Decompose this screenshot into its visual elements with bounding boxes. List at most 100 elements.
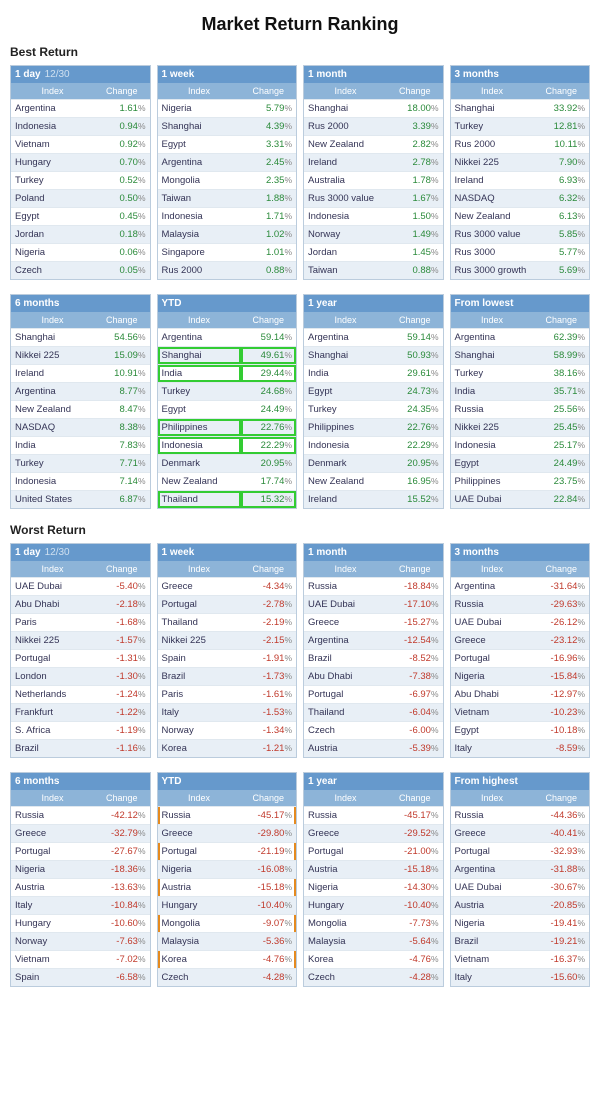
percent-sign: % xyxy=(431,211,439,221)
percent-sign: % xyxy=(431,175,439,185)
column-header: Index xyxy=(304,561,387,578)
change-cell: 58.99% xyxy=(534,347,589,365)
change-cell: 5.85% xyxy=(534,226,589,244)
index-cell: Greece xyxy=(451,632,534,650)
table-row: Ireland6.93% xyxy=(451,172,590,190)
index-cell: India xyxy=(11,437,94,455)
percent-sign: % xyxy=(577,743,585,753)
percent-sign: % xyxy=(284,121,292,131)
change-cell: -2.18% xyxy=(94,596,149,614)
column-header: Change xyxy=(94,790,149,807)
percent-sign: % xyxy=(431,810,439,820)
change-cell: 0.50% xyxy=(94,190,149,208)
percent-sign: % xyxy=(138,193,146,203)
change-cell: 8.77% xyxy=(94,383,149,401)
index-cell: Greece xyxy=(304,825,387,843)
table-row: Austria-15.18% xyxy=(158,879,297,897)
index-cell: Indonesia xyxy=(158,208,241,226)
table-row: Austria-13.63% xyxy=(11,879,150,897)
change-cell: -12.54% xyxy=(387,632,442,650)
table-row: Argentina-12.54% xyxy=(304,632,443,650)
table-row: Russia-45.17% xyxy=(158,807,297,825)
change-cell: -7.38% xyxy=(387,668,442,686)
table-row: Portugal-1.31% xyxy=(11,650,150,668)
percent-sign: % xyxy=(431,689,439,699)
index-cell: Egypt xyxy=(451,722,534,740)
table-row: Russia-18.84% xyxy=(304,578,443,596)
index-cell: New Zealand xyxy=(304,136,387,154)
change-cell: -42.12% xyxy=(94,807,149,825)
table-row: Italy-8.59% xyxy=(451,740,590,758)
percent-sign: % xyxy=(431,936,439,946)
index-cell: Turkey xyxy=(11,455,94,473)
change-cell: -14.30% xyxy=(387,879,442,897)
table-row: Nigeria5.79% xyxy=(158,100,297,118)
column-header: Change xyxy=(387,561,442,578)
percent-sign: % xyxy=(431,494,439,504)
percent-sign: % xyxy=(577,494,585,504)
ranking-table: IndexChangeArgentina-31.64%Russia-29.63%… xyxy=(451,561,590,757)
table-row: Netherlands-1.24% xyxy=(11,686,150,704)
index-cell: Russia xyxy=(158,807,241,825)
change-cell: -8.52% xyxy=(387,650,442,668)
index-cell: Rus 2000 xyxy=(304,118,387,136)
table-row: Mongolia-9.07% xyxy=(158,915,297,933)
table-row: Argentina8.77% xyxy=(11,383,150,401)
change-cell: -18.36% xyxy=(94,861,149,879)
change-cell: 1.71% xyxy=(241,208,296,226)
index-cell: Austria xyxy=(158,879,241,897)
ranking-table: IndexChangeRussia-44.36%Greece-40.41%Por… xyxy=(451,790,590,986)
table-row: Egypt24.49% xyxy=(158,401,297,419)
percent-sign: % xyxy=(138,900,146,910)
change-cell: 62.39% xyxy=(534,329,589,347)
index-cell: Argentina xyxy=(11,100,94,118)
table-row: Argentina59.14% xyxy=(158,329,297,347)
ranking-panel: 6 monthsIndexChangeShanghai54.56%Nikkei … xyxy=(10,294,151,509)
percent-sign: % xyxy=(577,954,585,964)
index-cell: India xyxy=(304,365,387,383)
ranking-table: IndexChangeNigeria5.79%Shanghai4.39%Egyp… xyxy=(158,83,297,279)
percent-sign: % xyxy=(284,386,292,396)
index-cell: UAE Dubai xyxy=(451,491,534,509)
index-cell: Austria xyxy=(304,861,387,879)
table-row: NASDAQ6.32% xyxy=(451,190,590,208)
ranking-panel: 1 day12/30IndexChangeArgentina1.61%Indon… xyxy=(10,65,151,280)
index-cell: Indonesia xyxy=(11,473,94,491)
table-row: Indonesia22.29% xyxy=(304,437,443,455)
percent-sign: % xyxy=(431,617,439,627)
percent-sign: % xyxy=(284,157,292,167)
percent-sign: % xyxy=(138,725,146,735)
ranking-panel: From highestIndexChangeRussia-44.36%Gree… xyxy=(450,772,591,987)
index-cell: Rus 3000 xyxy=(451,244,534,262)
index-cell: Hungary xyxy=(11,915,94,933)
table-row: Indonesia22.29% xyxy=(158,437,297,455)
ranking-table: IndexChangeRussia-42.12%Greece-32.79%Por… xyxy=(11,790,150,986)
table-row: Rus 200010.11% xyxy=(451,136,590,154)
panel-date: 12/30 xyxy=(45,69,70,80)
panel-title: 3 months xyxy=(451,66,590,83)
index-cell: Egypt xyxy=(451,455,534,473)
table-row: Austria-5.39% xyxy=(304,740,443,758)
percent-sign: % xyxy=(577,193,585,203)
change-cell: 17.74% xyxy=(241,473,296,491)
index-cell: Portugal xyxy=(451,843,534,861)
table-row: Hungary-10.40% xyxy=(158,897,297,915)
change-cell: -15.84% xyxy=(534,668,589,686)
change-cell: -13.63% xyxy=(94,879,149,897)
change-cell: -1.16% xyxy=(94,740,149,758)
column-header: Index xyxy=(304,312,387,329)
change-cell: 24.35% xyxy=(387,401,442,419)
index-cell: Argentina xyxy=(304,329,387,347)
index-cell: Nikkei 225 xyxy=(158,632,241,650)
index-cell: Ireland xyxy=(11,365,94,383)
change-cell: -40.41% xyxy=(534,825,589,843)
change-cell: 7.83% xyxy=(94,437,149,455)
column-header: Index xyxy=(11,561,94,578)
percent-sign: % xyxy=(284,972,292,982)
table-row: Shanghai49.61% xyxy=(158,347,297,365)
change-cell: 23.75% xyxy=(534,473,589,491)
table-row: Brazil-8.52% xyxy=(304,650,443,668)
change-cell: -16.08% xyxy=(241,861,296,879)
index-cell: Vietnam xyxy=(11,136,94,154)
change-cell: 24.49% xyxy=(534,455,589,473)
